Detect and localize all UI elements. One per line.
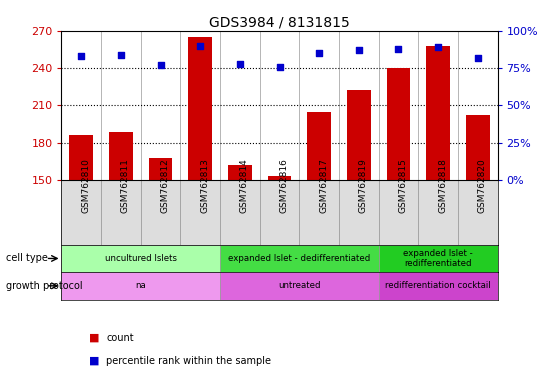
Bar <box>378 180 418 245</box>
Text: expanded Islet -
redifferentiated: expanded Islet - redifferentiated <box>403 249 473 268</box>
Bar <box>69 135 93 180</box>
Point <box>354 47 363 53</box>
Text: GSM762815: GSM762815 <box>399 158 408 213</box>
Bar <box>141 180 181 245</box>
Text: untreated: untreated <box>278 281 320 290</box>
Title: GDS3984 / 8131815: GDS3984 / 8131815 <box>209 16 350 30</box>
Text: GSM762818: GSM762818 <box>438 158 447 213</box>
Bar <box>378 272 498 300</box>
Bar <box>101 180 141 245</box>
Point <box>473 55 482 61</box>
Bar <box>61 272 220 300</box>
Text: cell type: cell type <box>6 253 48 263</box>
Text: ■: ■ <box>89 356 100 366</box>
Point <box>235 61 244 67</box>
Text: growth protocol: growth protocol <box>6 281 82 291</box>
Bar <box>386 68 410 180</box>
Bar <box>299 180 339 245</box>
Bar <box>61 180 101 245</box>
Bar <box>109 131 133 180</box>
Text: expanded Islet - dedifferentiated: expanded Islet - dedifferentiated <box>228 254 371 263</box>
Point <box>434 44 443 50</box>
Bar <box>418 180 458 245</box>
Bar <box>181 180 220 245</box>
Bar <box>347 91 371 180</box>
Point <box>156 62 165 68</box>
Text: GSM762820: GSM762820 <box>478 158 487 213</box>
Bar <box>149 158 173 180</box>
Bar <box>61 245 220 272</box>
Bar <box>339 180 378 245</box>
Bar <box>260 180 299 245</box>
Text: ■: ■ <box>89 333 100 343</box>
Bar <box>220 272 378 300</box>
Text: na: na <box>135 281 146 290</box>
Bar <box>307 112 331 180</box>
Point <box>196 43 205 49</box>
Text: GSM762810: GSM762810 <box>81 158 91 213</box>
Text: uncultured Islets: uncultured Islets <box>105 254 177 263</box>
Bar <box>220 180 260 245</box>
Bar <box>466 115 490 180</box>
Text: GSM762811: GSM762811 <box>121 158 130 213</box>
Bar <box>228 165 252 180</box>
Text: count: count <box>106 333 134 343</box>
Bar <box>458 180 498 245</box>
Bar <box>220 245 378 272</box>
Text: GSM762813: GSM762813 <box>200 158 209 213</box>
Text: GSM762816: GSM762816 <box>280 158 288 213</box>
Text: redifferentiation cocktail: redifferentiation cocktail <box>385 281 491 290</box>
Text: GSM762819: GSM762819 <box>359 158 368 213</box>
Text: GSM762812: GSM762812 <box>160 158 169 213</box>
Point <box>394 46 403 52</box>
Text: percentile rank within the sample: percentile rank within the sample <box>106 356 271 366</box>
Bar <box>426 46 450 180</box>
Bar <box>268 176 291 180</box>
Bar <box>378 245 498 272</box>
Text: GSM762817: GSM762817 <box>319 158 328 213</box>
Text: GSM762814: GSM762814 <box>240 158 249 213</box>
Point <box>315 50 324 56</box>
Point <box>116 51 125 58</box>
Point <box>275 63 284 70</box>
Point <box>77 53 86 59</box>
Bar <box>188 37 212 180</box>
